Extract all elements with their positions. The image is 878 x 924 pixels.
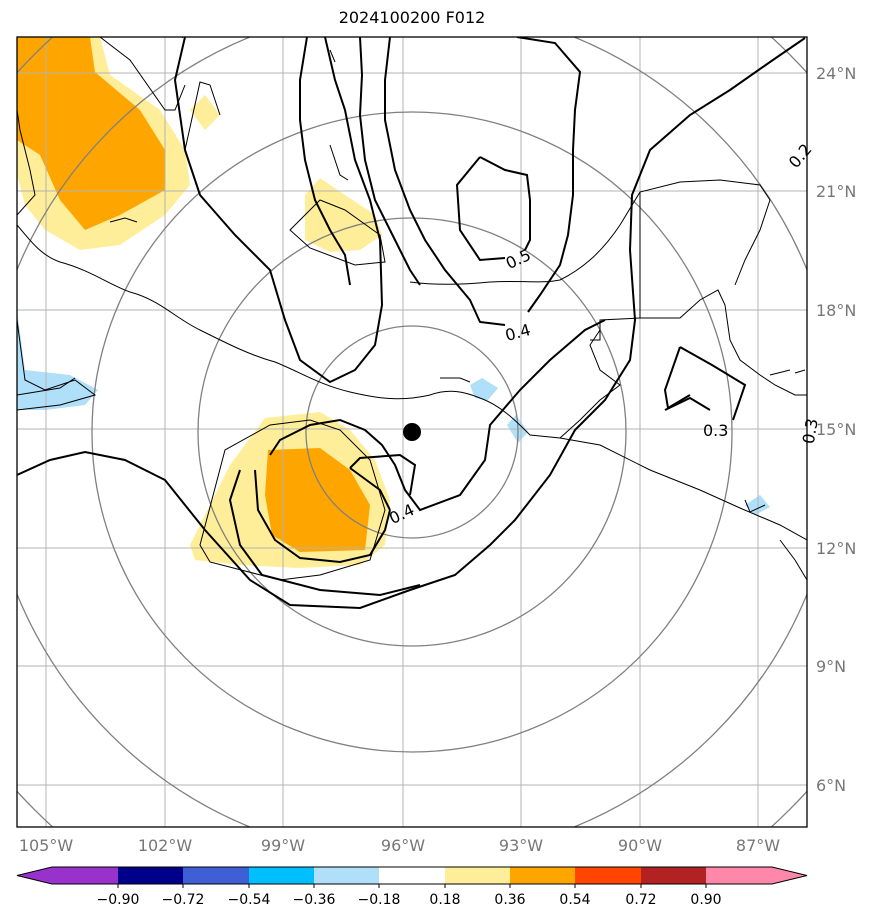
colorbar-cell	[575, 867, 641, 884]
colorbar-cell	[118, 867, 183, 884]
colorbar-tick-label: −0.90	[97, 892, 140, 908]
lat-label-24n: 24°N	[816, 64, 856, 83]
lon-label-90w: 90°W	[618, 836, 662, 855]
colorbar-tick-label: 0.18	[429, 892, 460, 908]
colorbar-tick-label: 0.72	[625, 892, 656, 908]
colorbar-tick-label: 0.36	[494, 892, 525, 908]
longitude-labels: 105°W 102°W 99°W 96°W 93°W 90°W 87°W	[19, 836, 780, 855]
colorbar: −0.90 −0.72 −0.54 −0.36 −0.18 0.18 0.36 0.54 0.7…	[16, 866, 808, 908]
colorbar-cell	[314, 867, 379, 884]
map-frame	[16, 36, 808, 828]
lon-label-99w: 99°W	[261, 836, 305, 855]
lat-label-21n: 21°N	[816, 182, 856, 201]
contour-lines	[17, 37, 806, 610]
lon-label-87w: 87°W	[736, 836, 780, 855]
colorbar-tick-label: −0.54	[228, 892, 271, 908]
colorbar-tick-label: 0.54	[559, 892, 590, 908]
colorbar-outline	[16, 866, 808, 885]
lon-label-105w: 105°W	[19, 836, 74, 855]
storm-center-marker	[403, 423, 421, 441]
colorbar-extend-high	[772, 867, 807, 884]
positive-shading-light-yellow-small	[190, 95, 220, 130]
positive-shading-orange-storm	[265, 448, 370, 552]
colorbar-cell	[706, 867, 772, 884]
colorbar-cell	[52, 867, 118, 884]
colorbar-tick-label: −0.36	[293, 892, 336, 908]
colorbar-cell	[379, 867, 445, 884]
lat-label-18n: 18°N	[816, 301, 856, 320]
colorbar-extend-low	[17, 867, 52, 884]
lat-label-6n: 6°N	[816, 776, 846, 795]
colorbar-cell	[445, 867, 510, 884]
colorbar-tick-label: −0.72	[162, 892, 205, 908]
latitude-labels: 24°N 21°N 18°N 15°N 12°N 9°N 6°N	[816, 64, 856, 795]
lat-label-15n: 15°N	[816, 420, 856, 439]
lat-label-12n: 12°N	[816, 539, 856, 558]
lon-label-96w: 96°W	[381, 836, 425, 855]
negative-shading-light-blue-west	[17, 310, 98, 410]
colorbar-tick-label: −0.18	[358, 892, 401, 908]
lon-label-102w: 102°W	[138, 836, 193, 855]
contour-label-0-3: 0.3	[703, 421, 728, 440]
colorbar-cell	[641, 867, 706, 884]
lon-label-93w: 93°W	[499, 836, 543, 855]
lat-lon-grid	[17, 37, 807, 827]
colorbar-tick-label: 0.90	[690, 892, 721, 908]
positive-shading-orange	[17, 37, 165, 230]
contour-label-0-3-edge: 0.3	[799, 417, 822, 445]
map-title: 2024100200 F012	[338, 8, 486, 27]
shaded-field-layer	[17, 37, 770, 568]
colorbar-cell	[183, 867, 249, 884]
negative-shading-light-blue-1	[470, 378, 498, 400]
colorbar-cell	[510, 867, 575, 884]
colorbar-cell	[249, 867, 314, 884]
positive-shading-light-yellow-gulf	[305, 178, 382, 252]
lat-label-9n: 9°N	[816, 657, 846, 676]
